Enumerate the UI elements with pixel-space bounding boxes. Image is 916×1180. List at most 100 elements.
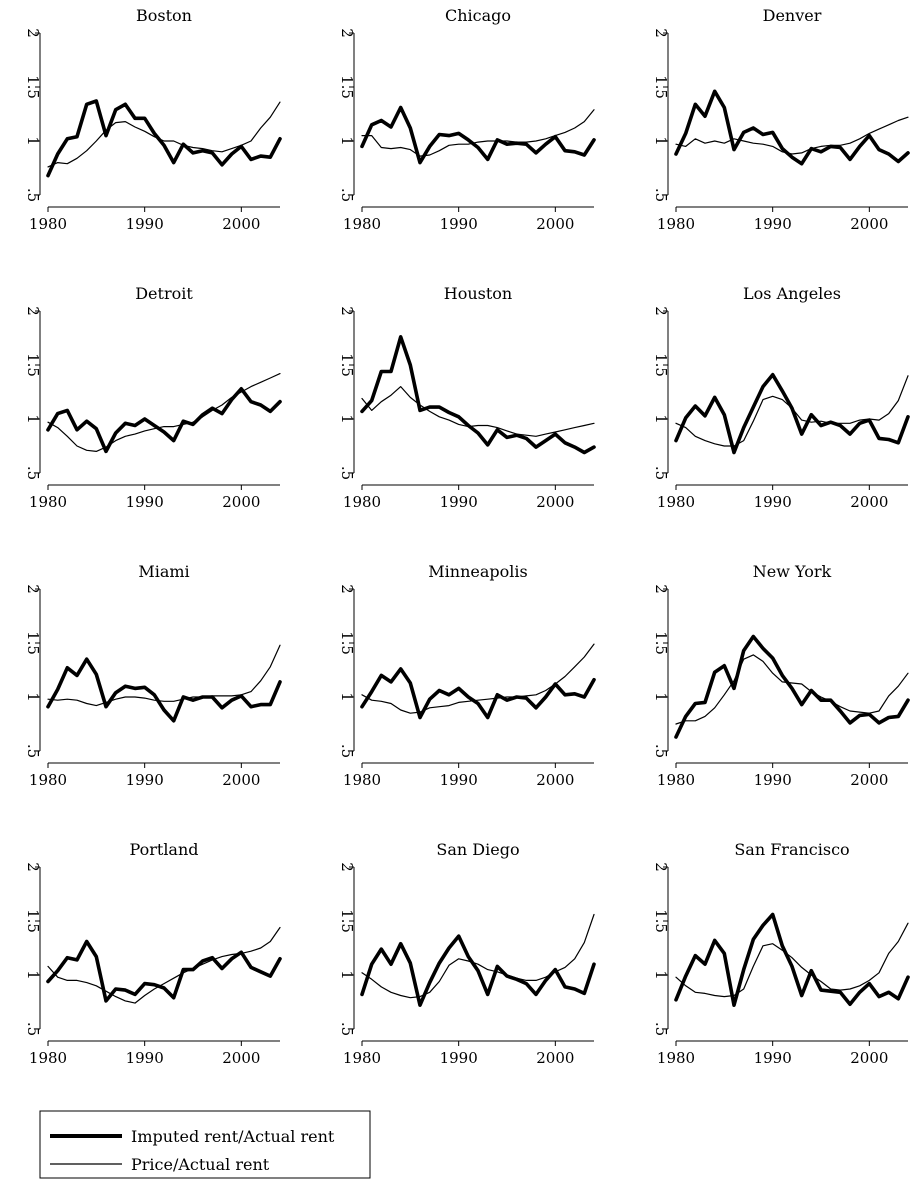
series-line-imputed (674, 912, 910, 1008)
x-tick-label: 1990 (126, 493, 164, 511)
y-tick-label: 1.5 (652, 909, 670, 933)
series-line-imputed (360, 934, 596, 1008)
series-line-price (361, 386, 595, 437)
y-tick-label: 1 (338, 136, 356, 146)
x-tick-label: 1980 (343, 1049, 381, 1067)
y-tick-label: 1.5 (652, 353, 670, 377)
y-tick-label: 2 (652, 584, 670, 594)
y-tick-label: 1.5 (24, 75, 42, 99)
panel-miami: Miami .5 1 1.5 2 1980 1990 2000 (24, 562, 282, 789)
x-tick-label: 1990 (440, 493, 478, 511)
panel-denver: Denver .5 1 1.5 2 1980 1990 2000 (652, 6, 910, 233)
y-tick-label: 1 (652, 136, 670, 146)
panel-los-angeles: Los Angeles .5 1 1.5 2 1980 1990 2000 (652, 284, 910, 511)
y-tick-label: 1 (24, 970, 42, 980)
x-tick-label: 1980 (657, 1049, 695, 1067)
panel-title: Miami (138, 562, 189, 581)
series-line-imputed (674, 89, 910, 166)
series-line-imputed (674, 372, 910, 455)
series-line-price (675, 116, 909, 155)
y-tick-label: 1 (338, 970, 356, 980)
y-tick-label: 1.5 (338, 75, 356, 99)
legend-label-price: Price/Actual rent (131, 1155, 270, 1174)
y-tick-label: 1 (24, 136, 42, 146)
y-tick-label: 1 (652, 692, 670, 702)
x-tick-label: 1980 (29, 215, 67, 233)
y-tick-label: .5 (24, 744, 42, 758)
panel-chicago: Chicago .5 1 1.5 2 1980 1990 2000 (338, 6, 596, 233)
y-tick-label: 1.5 (338, 631, 356, 655)
series-line-price (675, 922, 909, 998)
y-tick-label: .5 (24, 466, 42, 480)
legend-box (39, 1110, 371, 1179)
y-tick-label: 2 (24, 28, 42, 38)
x-tick-label: 1990 (754, 493, 792, 511)
x-tick-label: 2000 (536, 771, 574, 789)
x-tick-label: 1980 (657, 493, 695, 511)
y-tick-label: .5 (24, 1022, 42, 1036)
series-line-imputed (360, 667, 596, 720)
y-tick-label: .5 (652, 744, 670, 758)
legend: Imputed rent/Actual rent Price/Actual re… (39, 1110, 371, 1179)
y-tick-label: 1.5 (24, 631, 42, 655)
y-tick-label: .5 (338, 1022, 356, 1036)
panel-title: San Diego (436, 840, 519, 859)
x-tick-label: 1980 (343, 215, 381, 233)
x-tick-label: 2000 (536, 1049, 574, 1067)
x-tick-label: 1990 (754, 1049, 792, 1067)
x-tick-label: 1980 (29, 771, 67, 789)
panel-title: Boston (136, 6, 192, 25)
y-tick-label: 2 (652, 862, 670, 872)
y-tick-label: 2 (338, 28, 356, 38)
x-tick-label: 1990 (126, 1049, 164, 1067)
panel-title: Houston (444, 284, 512, 303)
series-line-imputed (360, 105, 596, 165)
panel-title: Chicago (445, 6, 511, 25)
x-tick-label: 1990 (126, 215, 164, 233)
panel-new-york: New York .5 1 1.5 2 1980 1990 2000 (652, 562, 910, 789)
x-tick-label: 1990 (440, 215, 478, 233)
x-tick-label: 1980 (29, 1049, 67, 1067)
y-tick-label: 2 (24, 862, 42, 872)
x-tick-label: 1980 (657, 215, 695, 233)
panel-detroit: Detroit .5 1 1.5 2 1980 1990 2000 (24, 284, 282, 511)
panel-title: Minneapolis (428, 562, 527, 581)
series-line-price (47, 644, 281, 707)
panel-houston: Houston .5 1 1.5 2 1980 1990 2000 (338, 284, 596, 511)
x-tick-label: 2000 (850, 771, 888, 789)
x-tick-label: 1980 (657, 771, 695, 789)
panel-san-francisco: San Francisco .5 1 1.5 2 1980 1990 2000 (652, 840, 910, 1067)
x-tick-label: 2000 (850, 493, 888, 511)
y-tick-label: .5 (338, 466, 356, 480)
y-tick-label: 1 (24, 414, 42, 424)
y-tick-label: 2 (24, 306, 42, 316)
x-tick-label: 2000 (536, 215, 574, 233)
series-line-imputed (360, 335, 596, 455)
x-tick-label: 1990 (754, 215, 792, 233)
x-tick-label: 2000 (222, 215, 260, 233)
y-tick-label: 1.5 (652, 75, 670, 99)
y-tick-label: .5 (338, 744, 356, 758)
y-tick-label: 2 (338, 584, 356, 594)
y-tick-label: 1 (338, 414, 356, 424)
series-line-imputed (46, 386, 282, 454)
panel-boston: Boston .5 1 1.5 2 1980 1990 2000 (24, 6, 282, 233)
y-tick-label: 2 (338, 306, 356, 316)
y-tick-label: .5 (338, 188, 356, 202)
x-tick-label: 1990 (440, 1049, 478, 1067)
panel-minneapolis: Minneapolis .5 1 1.5 2 1980 1990 2000 (338, 562, 596, 789)
x-tick-label: 2000 (536, 493, 574, 511)
series-line-imputed (674, 634, 910, 739)
series-line-price (47, 926, 281, 1004)
y-tick-label: 1 (24, 692, 42, 702)
panel-title: Detroit (135, 284, 193, 303)
y-tick-label: 1.5 (24, 353, 42, 377)
panel-title: Los Angeles (743, 284, 841, 303)
legend-label-imputed: Imputed rent/Actual rent (131, 1127, 335, 1146)
panel-title: San Francisco (734, 840, 849, 859)
panel-title: Portland (129, 840, 198, 859)
y-tick-label: 2 (652, 306, 670, 316)
x-tick-label: 1980 (343, 493, 381, 511)
